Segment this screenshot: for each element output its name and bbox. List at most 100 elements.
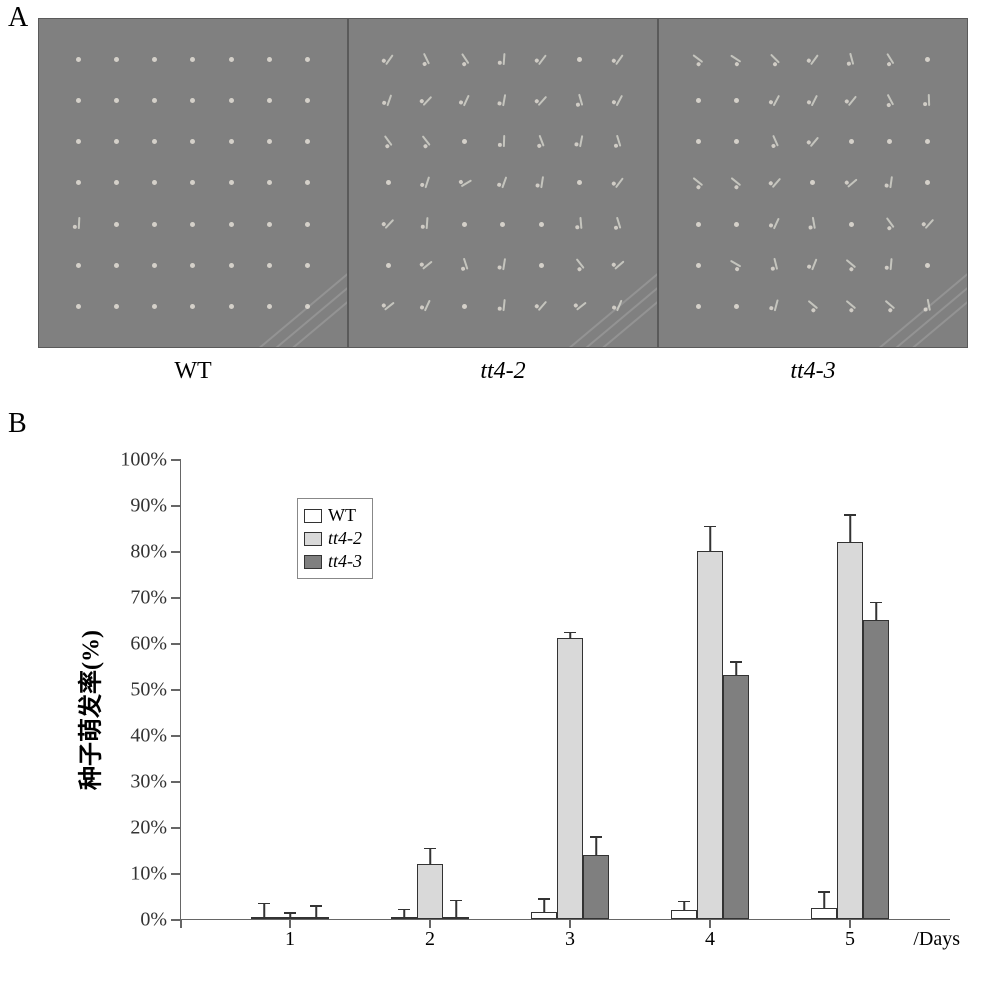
- seed-sprout-icon: [839, 253, 864, 278]
- seed-sprout-icon: [570, 214, 590, 234]
- seed-sprout-icon: [763, 130, 787, 154]
- seed-sprout-icon: [880, 256, 900, 276]
- seed-sprout-icon: [414, 48, 438, 72]
- seed-cell: [407, 162, 445, 203]
- seed-dot-icon: [500, 222, 505, 227]
- seed-sprout-icon: [724, 253, 749, 278]
- seed-sprout-icon: [493, 90, 514, 111]
- seed-cell: [136, 245, 174, 286]
- seed-dot-icon: [114, 139, 119, 144]
- seed-dot-icon: [462, 304, 467, 309]
- x-tick: [709, 919, 711, 928]
- y-tick: [171, 551, 181, 553]
- seed-cell: [599, 39, 637, 80]
- seed-cell: [446, 245, 484, 286]
- seed-cell: [446, 80, 484, 121]
- seed-cell: [250, 245, 288, 286]
- seed-dot-icon: [734, 139, 739, 144]
- seed-cell: [717, 204, 755, 245]
- seed-sprout-icon: [763, 212, 787, 236]
- seed-cell: [717, 39, 755, 80]
- seed-dot-icon: [76, 139, 81, 144]
- seed-cell: [136, 204, 174, 245]
- seed-sprout-icon: [377, 89, 400, 112]
- plot-area: WTtt4-2tt4-3 /Days 0%10%20%30%40%50%60%7…: [180, 460, 950, 920]
- seed-cell: [289, 80, 327, 121]
- seed-sprout-icon: [567, 253, 592, 278]
- y-tick-label: 20%: [130, 817, 167, 840]
- seed-dot-icon: [696, 304, 701, 309]
- seed-cell: [174, 162, 212, 203]
- seed-sprout-icon: [803, 214, 824, 235]
- seed-sprout-icon: [724, 170, 749, 195]
- y-axis-label: 种子萌发率(%): [71, 630, 106, 790]
- seed-sprout-icon: [491, 171, 514, 194]
- seed-cell: [212, 80, 250, 121]
- seed-cell: [59, 80, 97, 121]
- bar-group: [531, 638, 609, 919]
- seed-cell: [174, 39, 212, 80]
- bar: [723, 675, 749, 919]
- seed-cell: [484, 162, 522, 203]
- seed-sprout-icon: [877, 294, 902, 319]
- seed-dot-icon: [229, 139, 234, 144]
- bar: [531, 912, 557, 919]
- legend-row: tt4-3: [304, 551, 362, 572]
- seed-cell: [484, 286, 522, 327]
- bar: [583, 855, 609, 919]
- seed-cell: [212, 286, 250, 327]
- seed-cell: [522, 245, 560, 286]
- seed-cell: [560, 245, 598, 286]
- seed-cell: [289, 121, 327, 162]
- bar: [697, 551, 723, 919]
- seed-cell: [97, 286, 135, 327]
- bar: [837, 542, 863, 919]
- seed-dot-icon: [539, 263, 544, 268]
- seed-cell: [174, 204, 212, 245]
- photo-plate: [38, 18, 348, 348]
- legend: WTtt4-2tt4-3: [297, 498, 373, 579]
- seed-cell: [212, 162, 250, 203]
- seed-cell: [832, 286, 870, 327]
- bar: [671, 910, 697, 919]
- x-tick-label: 3: [565, 928, 575, 951]
- seed-cell: [97, 39, 135, 80]
- seed-cell: [909, 121, 947, 162]
- seed-cell: [369, 245, 407, 286]
- legend-swatch: [304, 532, 322, 546]
- seed-cell: [407, 286, 445, 327]
- seed-sprout-icon: [917, 296, 938, 317]
- seed-cell: [870, 39, 908, 80]
- seed-dot-icon: [810, 180, 815, 185]
- seed-cell: [909, 162, 947, 203]
- seed-sprout-icon: [415, 172, 438, 195]
- seed-sprout-icon: [800, 47, 825, 72]
- seed-grid: [679, 39, 947, 327]
- seed-sprout-icon: [530, 130, 553, 153]
- seed-cell: [407, 245, 445, 286]
- x-tick-label: 5: [845, 928, 855, 951]
- seed-dot-icon: [152, 263, 157, 268]
- seed-cell: [484, 204, 522, 245]
- seed-sprout-icon: [877, 212, 902, 237]
- seed-sprout-icon: [800, 294, 825, 319]
- seed-cell: [446, 286, 484, 327]
- seed-dot-icon: [190, 263, 195, 268]
- seed-cell: [289, 286, 327, 327]
- photo-caption: tt4-3: [658, 358, 968, 385]
- y-tick: [171, 827, 181, 829]
- seed-dot-icon: [114, 222, 119, 227]
- panel-a-label: A: [8, 2, 28, 34]
- seed-cell: [97, 245, 135, 286]
- y-tick-label: 0%: [140, 909, 167, 932]
- seed-dot-icon: [696, 98, 701, 103]
- seed-cell: [136, 80, 174, 121]
- seed-dot-icon: [305, 180, 310, 185]
- seed-cell: [909, 204, 947, 245]
- seed-cell: [756, 245, 794, 286]
- seed-dot-icon: [462, 139, 467, 144]
- seed-dot-icon: [734, 222, 739, 227]
- seed-cell: [250, 121, 288, 162]
- bar: [863, 620, 889, 919]
- seed-dot-icon: [267, 57, 272, 62]
